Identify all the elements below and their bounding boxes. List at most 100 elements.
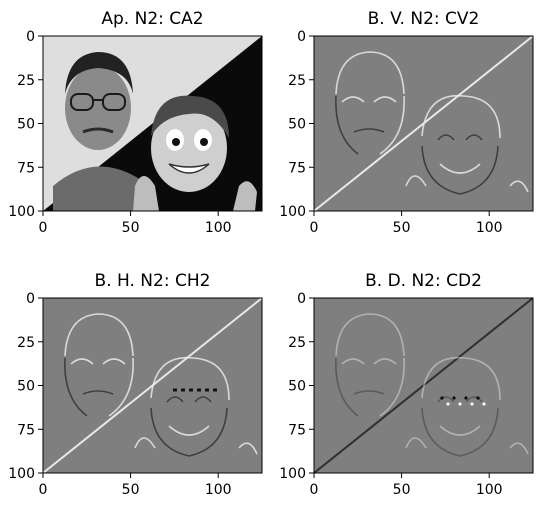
image-area bbox=[314, 36, 533, 211]
edge-stroke bbox=[64, 357, 88, 417]
image-content bbox=[314, 36, 533, 211]
edge-stroke bbox=[194, 396, 212, 403]
edge-stroke bbox=[470, 402, 474, 406]
x-tick-label: 0 bbox=[310, 220, 319, 236]
edge-stroke bbox=[335, 313, 405, 357]
edge-stroke bbox=[166, 396, 184, 403]
edge-stroke bbox=[458, 402, 462, 406]
y-tick-label: 0 bbox=[297, 291, 306, 307]
y-tick-label: 50 bbox=[17, 379, 35, 395]
edge-stroke bbox=[405, 175, 427, 187]
y-tick-label: 75 bbox=[17, 422, 35, 438]
y-tick-label: 50 bbox=[288, 117, 306, 133]
x-tick-label: 0 bbox=[310, 482, 319, 498]
photo-shirt bbox=[53, 166, 147, 211]
panel-title: B. D. N2: CD2 bbox=[365, 271, 482, 291]
edge-stroke bbox=[341, 96, 365, 103]
y-ticks: 0 25 50 75 100 bbox=[8, 29, 43, 220]
x-tick-label: 0 bbox=[39, 220, 48, 236]
edge-stroke bbox=[509, 180, 529, 193]
image-area bbox=[43, 36, 262, 211]
edge-stroke bbox=[464, 396, 468, 400]
x-tick-label: 50 bbox=[393, 220, 411, 236]
edge-stroke bbox=[150, 356, 230, 401]
edge-stroke bbox=[341, 358, 365, 365]
edge-stroke bbox=[446, 402, 450, 406]
avatar-pupil-left bbox=[172, 138, 180, 146]
image-content bbox=[314, 298, 533, 473]
avatar-pupil-right bbox=[200, 138, 208, 146]
y-tick-label: 75 bbox=[17, 160, 35, 176]
y-tick-label: 75 bbox=[288, 160, 306, 176]
photo-face bbox=[65, 66, 131, 150]
edge-stroke bbox=[482, 402, 486, 406]
subplot-diagonal-detail: B. D. N2: CD2 0 50 100 0 25 50 75 100 bbox=[279, 271, 534, 498]
edge-stroke bbox=[437, 396, 455, 403]
edge-stroke bbox=[379, 95, 405, 155]
avatar-thumb-left bbox=[133, 176, 159, 211]
x-tick-label: 0 bbox=[39, 482, 48, 498]
photo-glasses-left bbox=[70, 93, 94, 111]
y-tick-label: 25 bbox=[288, 335, 306, 351]
edge-stroke bbox=[440, 396, 444, 400]
x-tick-label: 50 bbox=[393, 482, 411, 498]
edge-stroke bbox=[134, 437, 156, 449]
subplot-vertical-detail: B. V. N2: CV2 0 50 100 0 25 50 75 100 bbox=[279, 9, 534, 236]
edge-stroke bbox=[70, 358, 94, 365]
x-ticks: 0 50 100 bbox=[39, 211, 232, 236]
edge-stroke bbox=[465, 396, 483, 403]
x-ticks: 0 50 100 bbox=[310, 473, 503, 498]
edge-stroke bbox=[437, 134, 455, 141]
y-ticks: 0 25 50 75 100 bbox=[279, 29, 314, 220]
image-area bbox=[43, 298, 262, 473]
y-tick-label: 100 bbox=[279, 204, 306, 220]
x-tick-label: 100 bbox=[205, 482, 232, 498]
edge-stroke bbox=[421, 407, 499, 457]
avatar-face bbox=[151, 104, 227, 192]
image-content bbox=[43, 298, 262, 473]
panel-title: Ap. N2: CA2 bbox=[101, 9, 203, 29]
edge-stroke bbox=[439, 425, 481, 436]
photo-hair bbox=[65, 52, 133, 94]
y-tick-label: 100 bbox=[8, 466, 35, 482]
edge-stroke bbox=[82, 390, 114, 395]
edge-stroke bbox=[335, 51, 405, 95]
y-tick-label: 25 bbox=[17, 335, 35, 351]
photo-glasses-right bbox=[102, 93, 126, 111]
image-content bbox=[43, 36, 262, 211]
edge-stroke bbox=[353, 128, 385, 133]
photo-moustache bbox=[82, 127, 114, 134]
edge-stroke bbox=[465, 134, 483, 141]
y-tick-label: 0 bbox=[297, 29, 306, 45]
edge-stroke bbox=[421, 356, 501, 401]
edge-stroke bbox=[64, 313, 134, 357]
y-tick-label: 100 bbox=[279, 466, 306, 482]
edge-stroke bbox=[421, 94, 501, 139]
subplot-approximation: Ap. N2: CA2 0 50 100 0 25 50 75 100 bbox=[8, 9, 263, 236]
edge-stroke bbox=[421, 145, 499, 195]
edge-stroke bbox=[150, 407, 228, 457]
panel-title: B. V. N2: CV2 bbox=[368, 9, 480, 29]
x-tick-label: 100 bbox=[476, 482, 503, 498]
y-tick-label: 75 bbox=[288, 422, 306, 438]
x-ticks: 0 50 100 bbox=[39, 473, 232, 498]
avatar-hair bbox=[151, 95, 229, 138]
y-tick-label: 25 bbox=[17, 73, 35, 89]
edge-stroke bbox=[373, 358, 397, 365]
subplot-horizontal-detail: B. H. N2: CH2 0 50 100 0 25 50 75 100 bbox=[8, 271, 263, 498]
x-tick-label: 100 bbox=[205, 220, 232, 236]
edge-stroke bbox=[102, 358, 126, 365]
x-tick-label: 50 bbox=[122, 220, 140, 236]
edge-stroke bbox=[335, 95, 359, 155]
y-tick-label: 100 bbox=[8, 204, 35, 220]
avatar-thumb-right bbox=[233, 181, 257, 211]
panel-title: B. H. N2: CH2 bbox=[95, 271, 211, 291]
image-area bbox=[314, 298, 533, 473]
edge-stroke bbox=[335, 357, 359, 417]
y-tick-label: 50 bbox=[17, 117, 35, 133]
y-tick-label: 25 bbox=[288, 73, 306, 89]
edge-stroke bbox=[509, 442, 529, 455]
edge-stroke bbox=[476, 396, 480, 400]
edge-stroke bbox=[439, 163, 481, 174]
